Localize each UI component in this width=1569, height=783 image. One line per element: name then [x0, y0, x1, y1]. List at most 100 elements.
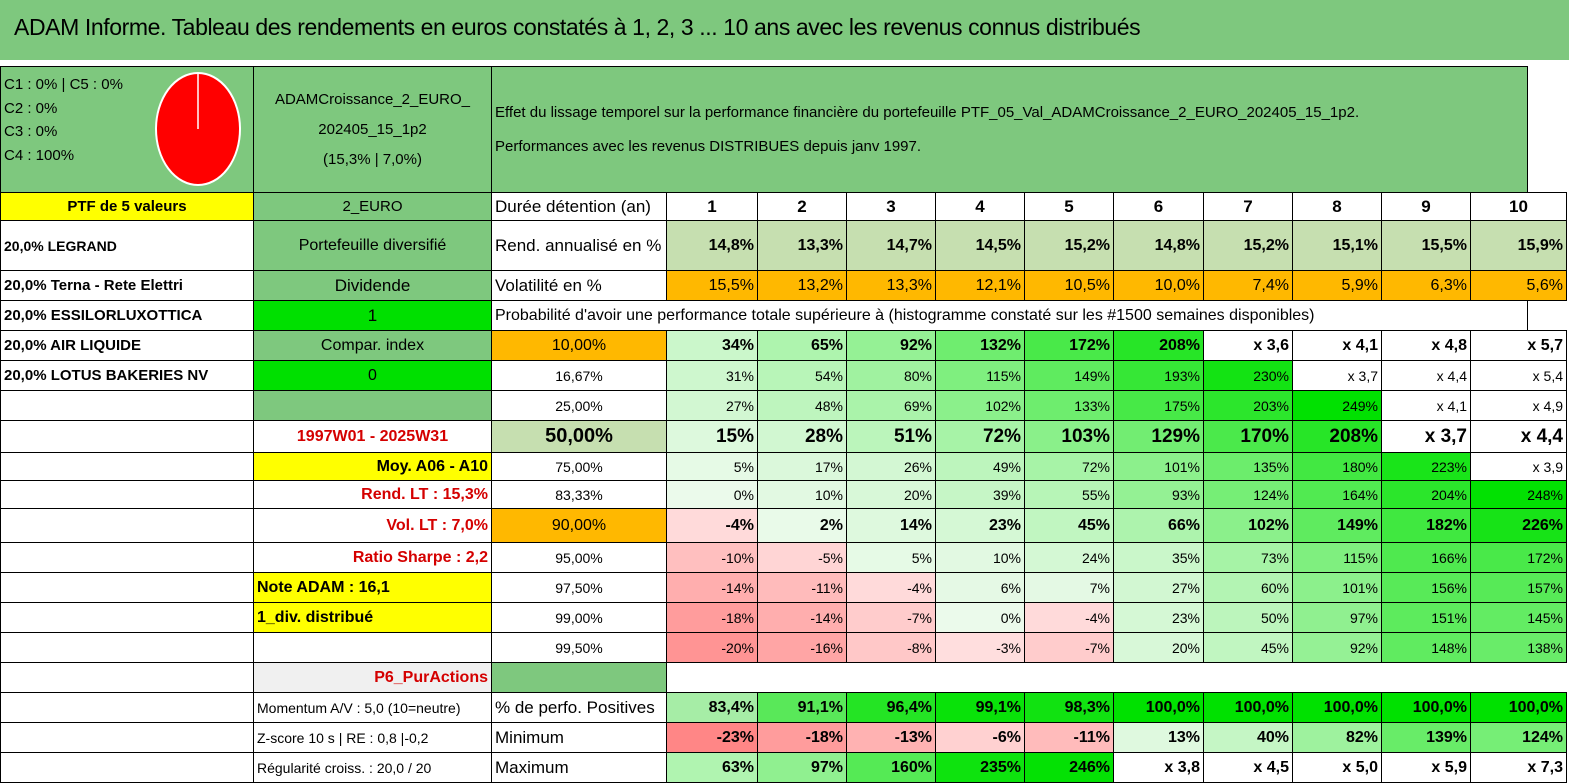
- table-row: 20,0% LOTUS BAKERIES NV 0 16,67% 31% 54% 80% 1…: [0, 360, 1567, 391]
- year-header: 4: [935, 192, 1025, 221]
- holding-name: [0, 602, 254, 633]
- probability-value: 65%: [757, 330, 847, 361]
- probability-value: 48%: [757, 390, 847, 421]
- probability-value: 23%: [1113, 602, 1204, 633]
- probability-value: 73%: [1203, 542, 1293, 573]
- description-line2: Performances avec les revenus DISTRIBUES…: [495, 137, 922, 155]
- description-line1: Effet du lissage temporel sur la perform…: [495, 103, 1360, 121]
- probability-threshold: 99,50%: [491, 632, 667, 663]
- vol-value: 10,5%: [1024, 270, 1114, 301]
- probability-value: 92%: [1292, 632, 1382, 663]
- allocation-line: C3 : 0%: [4, 123, 58, 140]
- probability-value: 50%: [1203, 602, 1293, 633]
- table-row: 20,0% LEGRAND Portefeuille diversifié Rend…: [0, 220, 1567, 271]
- probability-value: 180%: [1292, 452, 1382, 481]
- probability-threshold: 16,67%: [491, 360, 667, 391]
- probability-value: x 5,4: [1470, 360, 1567, 391]
- summary-value: -6%: [935, 722, 1025, 753]
- summary-value: -13%: [846, 722, 936, 753]
- dividend-label: Dividende: [253, 270, 492, 301]
- probability-value: x 4,8: [1381, 330, 1471, 361]
- empty-cell: [0, 752, 254, 783]
- probability-threshold: 83,33%: [491, 480, 667, 509]
- probability-value: 164%: [1292, 480, 1382, 509]
- year-header: 1: [666, 192, 758, 221]
- table-row: P6_PurActions: [0, 662, 1567, 693]
- summary-label: Régularité croiss. : 20,0 / 20: [253, 752, 492, 783]
- holding-name: [0, 420, 254, 453]
- probability-value: 35%: [1113, 542, 1204, 573]
- probability-threshold: 25,00%: [491, 390, 667, 421]
- table-row: 1_div. distribué 99,00% -18% -14% -7% 0% -4% 23…: [0, 602, 1567, 633]
- summary-value: 13%: [1113, 722, 1204, 753]
- probability-value: 39%: [935, 480, 1025, 509]
- probability-value: 124%: [1203, 480, 1293, 509]
- probability-value: -4%: [846, 572, 936, 603]
- probability-value: 26%: [846, 452, 936, 481]
- summary-row-label: Maximum: [491, 752, 667, 783]
- vol-value: 6,3%: [1381, 270, 1471, 301]
- table-row: C1 : 0% | C5 : 0% C2 : 0% C3 : 0% C4 : 100%…: [0, 66, 1567, 193]
- title-bar: ADAM Informe. Tableau des rendements en …: [0, 0, 1569, 62]
- holding-name: [0, 480, 254, 509]
- probability-value: 149%: [1292, 508, 1382, 543]
- summary-value: 100,0%: [1470, 692, 1567, 723]
- probability-value: 72%: [935, 420, 1025, 453]
- probability-value: 129%: [1113, 420, 1204, 453]
- probability-value: 34%: [666, 330, 758, 361]
- empty-cell: [0, 692, 254, 723]
- probability-value: 15%: [666, 420, 758, 453]
- probability-value: 248%: [1470, 480, 1567, 509]
- holding-name: 20,0% LEGRAND: [0, 220, 254, 271]
- probability-value: -4%: [666, 508, 758, 543]
- portfolio-type: Portefeuille diversifié: [253, 220, 492, 271]
- holding-name: [0, 632, 254, 663]
- rend-value: 15,9%: [1470, 220, 1567, 271]
- fund-stats: (15,3% | 7,0%): [323, 150, 422, 168]
- summary-label: Z-score 10 s | RE : 0,8 |-0,2: [253, 722, 492, 753]
- allocation-line: C4 : 100%: [4, 146, 75, 164]
- probability-value: x 4,4: [1381, 360, 1471, 391]
- probability-value: -5%: [757, 542, 847, 573]
- summary-value: 63%: [666, 752, 758, 783]
- probability-value: 166%: [1381, 542, 1471, 573]
- table-row: 20,0% Terna - Rete Elettri Dividende Volat…: [0, 270, 1567, 301]
- probability-value: x 4,9: [1470, 390, 1567, 421]
- table-row: Momentum A/V : 5,0 (10=neutre)% de perfo…: [0, 692, 1567, 723]
- probability-value: -11%: [757, 572, 847, 603]
- probability-value: 149%: [1024, 360, 1114, 391]
- table-row: Z-score 10 s | RE : 0,8 |-0,2 Minimum -23%…: [0, 722, 1567, 753]
- probability-value: 5%: [846, 542, 936, 573]
- year-header: 2: [757, 192, 847, 221]
- pur-actions-label: P6_PurActions: [253, 662, 492, 693]
- probability-value: 72%: [1024, 452, 1114, 481]
- probability-value: 138%: [1470, 632, 1567, 663]
- summary-value: 124%: [1470, 722, 1567, 753]
- year-header: 7: [1203, 192, 1293, 221]
- probability-value: -16%: [757, 632, 847, 663]
- probability-value: 23%: [935, 508, 1025, 543]
- probability-value: 20%: [1113, 632, 1204, 663]
- probability-value: 0%: [666, 480, 758, 509]
- probability-value: 14%: [846, 508, 936, 543]
- table-row: Note ADAM : 16,1 97,50% -14% -11% -4% 6% 7% 27%…: [0, 572, 1567, 603]
- probability-value: 249%: [1292, 390, 1382, 421]
- probability-value: -4%: [1024, 602, 1114, 633]
- description-cell: Effet du lissage temporel sur la perform…: [490, 66, 1529, 193]
- allocation-line: C1 : 0% | C5 : 0%: [4, 76, 123, 93]
- holding-name: [0, 508, 254, 543]
- probability-value: 101%: [1292, 572, 1382, 603]
- vol-value: 12,1%: [935, 270, 1025, 301]
- holding-name: [0, 542, 254, 573]
- empty-cell: [253, 390, 492, 421]
- fund-name-line2: 202405_15_1p2: [318, 120, 427, 138]
- probability-value: 54%: [757, 360, 847, 391]
- probability-value: 172%: [1470, 542, 1567, 573]
- holding-name: 20,0% AIR LIQUIDE: [0, 330, 254, 361]
- probability-value: 182%: [1381, 508, 1471, 543]
- allocation-cell: C1 : 0% | C5 : 0% C2 : 0% C3 : 0% C4 : 100%: [0, 66, 254, 193]
- moy-label: Moy. A06 - A10: [253, 452, 492, 481]
- allocation-pie-chart: [155, 72, 241, 186]
- probability-value: x 4,4: [1470, 420, 1567, 453]
- summary-value: 82%: [1292, 722, 1382, 753]
